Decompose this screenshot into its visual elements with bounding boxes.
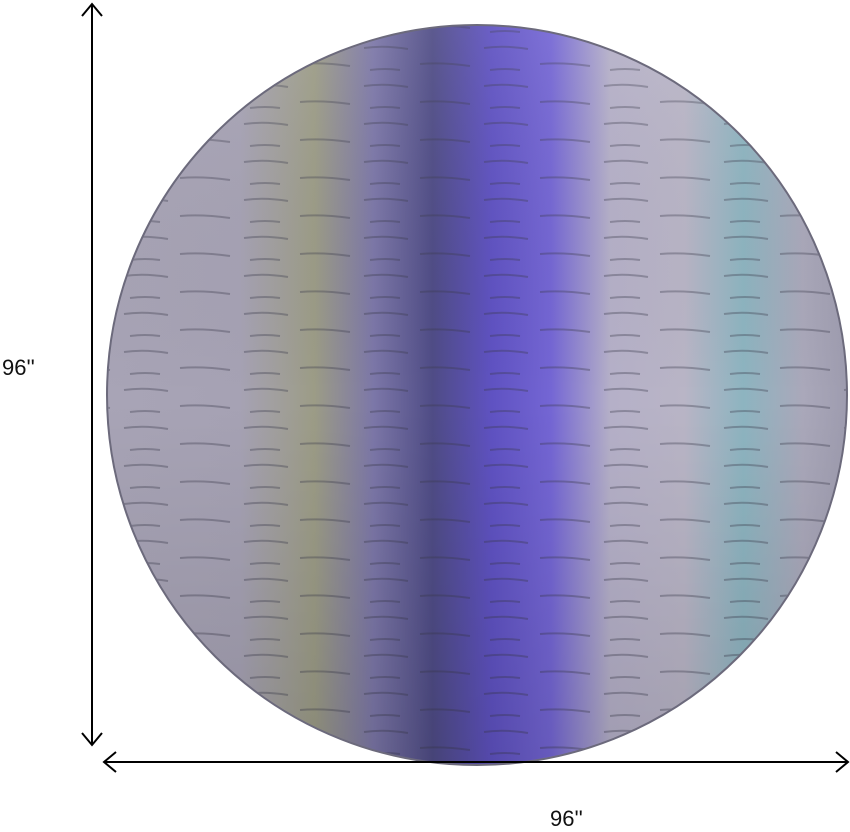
rug-texture xyxy=(108,26,846,764)
width-label: 96'' xyxy=(550,806,583,831)
height-arrow xyxy=(81,2,103,747)
width-arrow xyxy=(102,751,850,773)
height-label: 96'' xyxy=(2,355,35,380)
